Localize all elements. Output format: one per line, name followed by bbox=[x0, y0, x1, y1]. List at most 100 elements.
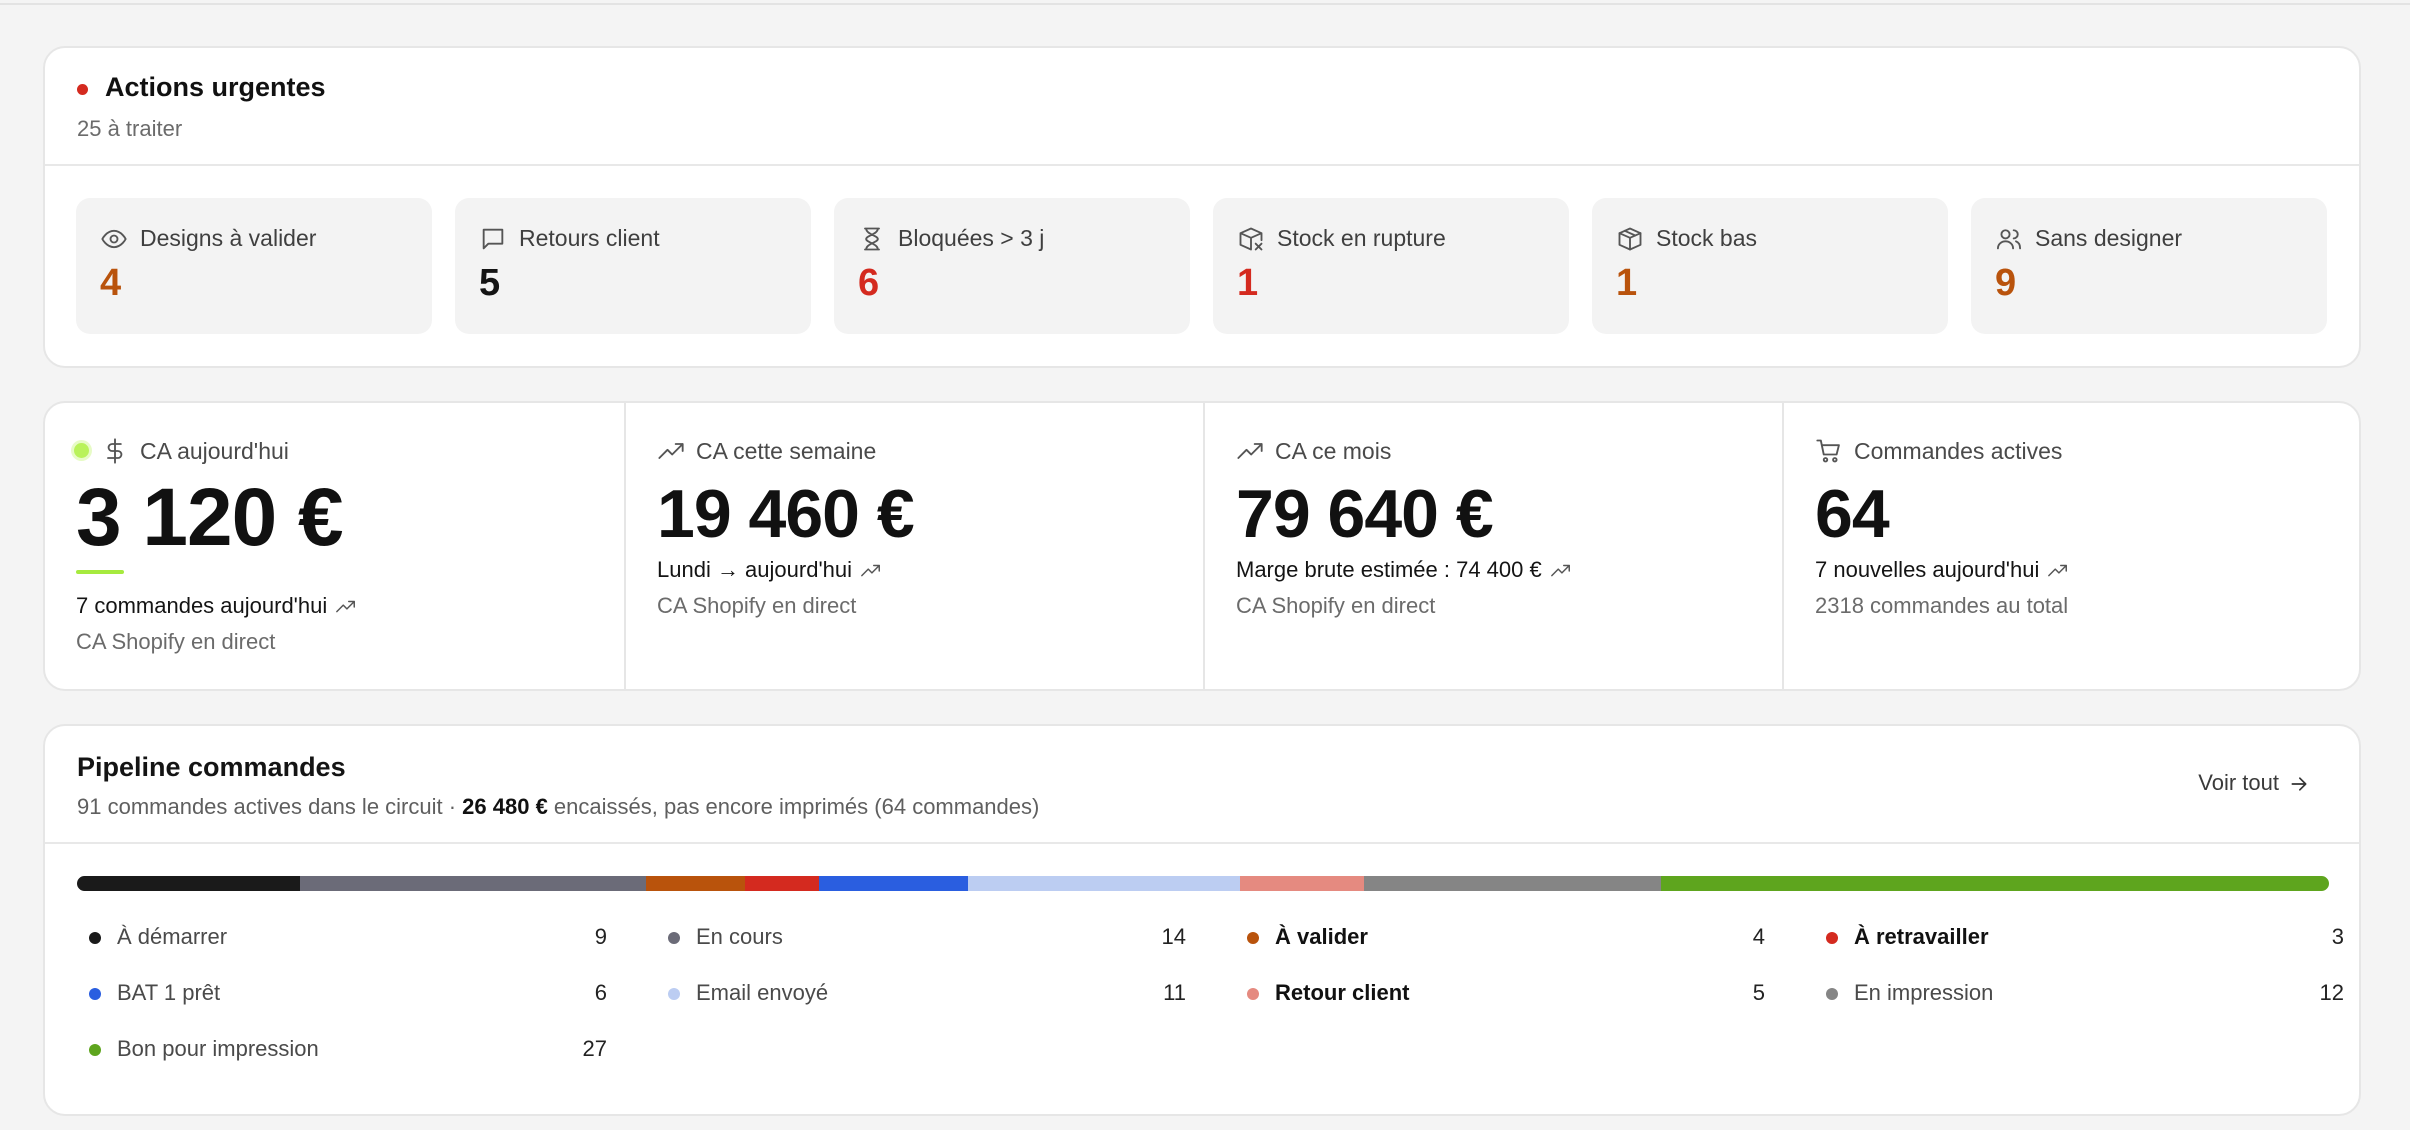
live-indicator-dot bbox=[74, 443, 89, 458]
kpi-label: CA ce mois bbox=[1275, 438, 1392, 464]
stage-color-dot bbox=[668, 932, 680, 944]
stage-count: 12 bbox=[2319, 980, 2344, 1005]
kpi-detail-text: Marge brute estimée : 74 400 € bbox=[1236, 557, 1542, 582]
package-icon bbox=[1618, 227, 1642, 251]
tile-value: 1 bbox=[1237, 262, 1259, 304]
stage-color-dot bbox=[1247, 932, 1259, 944]
tile-label: Stock en rupture bbox=[1277, 225, 1446, 251]
urgent-actions-count: 25 à traiter bbox=[77, 116, 183, 141]
stage-name: Retour client bbox=[1275, 980, 1410, 1005]
alert-dot bbox=[77, 84, 88, 95]
cart-icon bbox=[1816, 439, 1840, 463]
pipeline-segment bbox=[967, 876, 1241, 891]
top-divider bbox=[0, 0, 2410, 5]
kpi-value: 3 120 € bbox=[76, 472, 344, 563]
kpi-detail-text: 7 nouvelles aujourd'hui bbox=[1815, 557, 2040, 582]
pipeline-stage-item[interactable]: Retour client 5 bbox=[1235, 978, 1765, 1010]
stage-color-dot bbox=[1247, 988, 1259, 1000]
kpi-value: 19 460 € bbox=[657, 476, 915, 552]
stage-count: 5 bbox=[1752, 980, 1765, 1005]
kpi-detail: 7 commandes aujourd'hui bbox=[76, 593, 357, 619]
kpi-ca-aujourdhui: CA aujourd'hui 3 120 € 7 commandes aujou… bbox=[45, 403, 625, 689]
tile-label: Bloquées > 3 j bbox=[898, 225, 1045, 251]
kpi-source: CA Shopify en direct bbox=[1236, 593, 1436, 618]
see-all-label: Voir tout bbox=[2198, 770, 2279, 795]
pipeline-segment bbox=[1363, 876, 1661, 891]
pipeline-amount: 26 480 € bbox=[462, 794, 548, 819]
tile-designs-a-valider[interactable]: Designs à valider 4 bbox=[76, 198, 432, 334]
trending-up-icon bbox=[336, 600, 356, 613]
pipeline-segment bbox=[1240, 876, 1364, 891]
arrow-right-icon bbox=[2291, 777, 2307, 791]
users-icon bbox=[1996, 229, 2022, 250]
urgent-actions-title: Actions urgentes bbox=[105, 72, 326, 102]
tile-value: 1 bbox=[1616, 262, 1638, 304]
tile-value: 4 bbox=[100, 262, 122, 304]
stage-count: 9 bbox=[594, 924, 607, 949]
stage-name: En cours bbox=[696, 924, 783, 949]
accent-underline bbox=[76, 570, 124, 574]
tile-value: 6 bbox=[858, 262, 880, 304]
kpi-value: 64 bbox=[1815, 476, 1890, 552]
trending-up-icon bbox=[658, 443, 684, 459]
stage-color-dot bbox=[668, 988, 680, 1000]
stage-count: 6 bbox=[594, 980, 607, 1005]
pipeline-header: Pipeline commandes 91 commandes actives … bbox=[45, 726, 2359, 844]
kpi-detail-text: Lundi → aujourd'hui bbox=[657, 557, 853, 582]
urgent-actions-card: Actions urgentes 25 à traiter Designs à … bbox=[43, 46, 2361, 368]
trending-up-icon bbox=[2048, 564, 2068, 577]
pipeline-segment bbox=[299, 876, 647, 891]
dollar-icon bbox=[107, 438, 123, 464]
pipeline-summary-pre: 91 commandes actives dans le circuit · bbox=[77, 794, 463, 819]
pipeline-stage-item[interactable]: À retravailler 3 bbox=[1814, 922, 2344, 954]
stage-color-dot bbox=[89, 1044, 101, 1056]
stage-name: BAT 1 prêt bbox=[117, 980, 221, 1005]
kpi-detail-text: 7 commandes aujourd'hui bbox=[76, 593, 328, 618]
stage-name: À retravailler bbox=[1854, 924, 1989, 949]
kpi-detail: Lundi → aujourd'hui bbox=[657, 557, 882, 583]
stage-name: Email envoyé bbox=[696, 980, 829, 1005]
tile-retours-client[interactable]: Retours client 5 bbox=[455, 198, 811, 334]
message-square-icon bbox=[482, 228, 504, 250]
stage-color-dot bbox=[1826, 932, 1838, 944]
kpi-label: Commandes actives bbox=[1854, 438, 2063, 464]
pipeline-stage-item[interactable]: BAT 1 prêt 6 bbox=[77, 978, 607, 1010]
tile-label: Sans designer bbox=[2035, 225, 2183, 251]
tile-stock-bas[interactable]: Stock bas 1 bbox=[1592, 198, 1948, 334]
stage-name: À valider bbox=[1275, 924, 1368, 949]
pipeline-stage-item[interactable]: À valider 4 bbox=[1235, 922, 1765, 954]
stage-color-dot bbox=[1826, 988, 1838, 1000]
kpi-source: CA Shopify en direct bbox=[657, 593, 857, 618]
kpi-source: CA Shopify en direct bbox=[76, 629, 276, 654]
tile-label: Designs à valider bbox=[140, 225, 317, 251]
stage-count: 11 bbox=[1163, 980, 1186, 1005]
pipeline-segment bbox=[745, 876, 820, 891]
trending-up-icon bbox=[1550, 564, 1570, 577]
stage-color-dot bbox=[89, 988, 101, 1000]
stage-count: 27 bbox=[582, 1036, 607, 1061]
trending-up-icon bbox=[1237, 443, 1263, 459]
tile-label: Retours client bbox=[519, 225, 660, 251]
stage-name: À démarrer bbox=[117, 924, 228, 949]
see-all-link[interactable]: Voir tout bbox=[2198, 770, 2309, 796]
tile-stock-en-rupture[interactable]: Stock en rupture 1 bbox=[1213, 198, 1569, 334]
tile-value: 9 bbox=[1995, 262, 2017, 304]
pipeline-stage-item[interactable]: Bon pour impression 27 bbox=[77, 1034, 607, 1066]
trending-up-icon bbox=[861, 564, 880, 577]
pipeline-title: Pipeline commandes bbox=[77, 752, 346, 782]
pipeline-segment bbox=[1660, 876, 2329, 891]
tile-sans-designer[interactable]: Sans designer 9 bbox=[1971, 198, 2327, 334]
pipeline-stage-item[interactable]: À démarrer 9 bbox=[77, 922, 607, 954]
kpi-commandes-actives: Commandes actives 64 7 nouvelles aujourd… bbox=[1782, 403, 2359, 689]
pipeline-stage-item[interactable]: Email envoyé 11 bbox=[656, 978, 1186, 1010]
stage-name: En impression bbox=[1854, 980, 1994, 1005]
pipeline-stage-item[interactable]: En impression 12 bbox=[1814, 978, 2344, 1010]
hourglass-icon bbox=[864, 227, 880, 251]
pipeline-stage-item[interactable]: En cours 14 bbox=[656, 922, 1186, 954]
kpi-value: 79 640 € bbox=[1236, 476, 1494, 552]
tile-bloquees[interactable]: Bloquées > 3 j 6 bbox=[834, 198, 1190, 334]
pipeline-segment bbox=[819, 876, 968, 891]
tile-label: Stock bas bbox=[1656, 225, 1757, 251]
kpi-ca-semaine: CA cette semaine 19 460 € Lundi → aujour… bbox=[624, 403, 1204, 689]
pipeline-segment bbox=[646, 876, 746, 891]
